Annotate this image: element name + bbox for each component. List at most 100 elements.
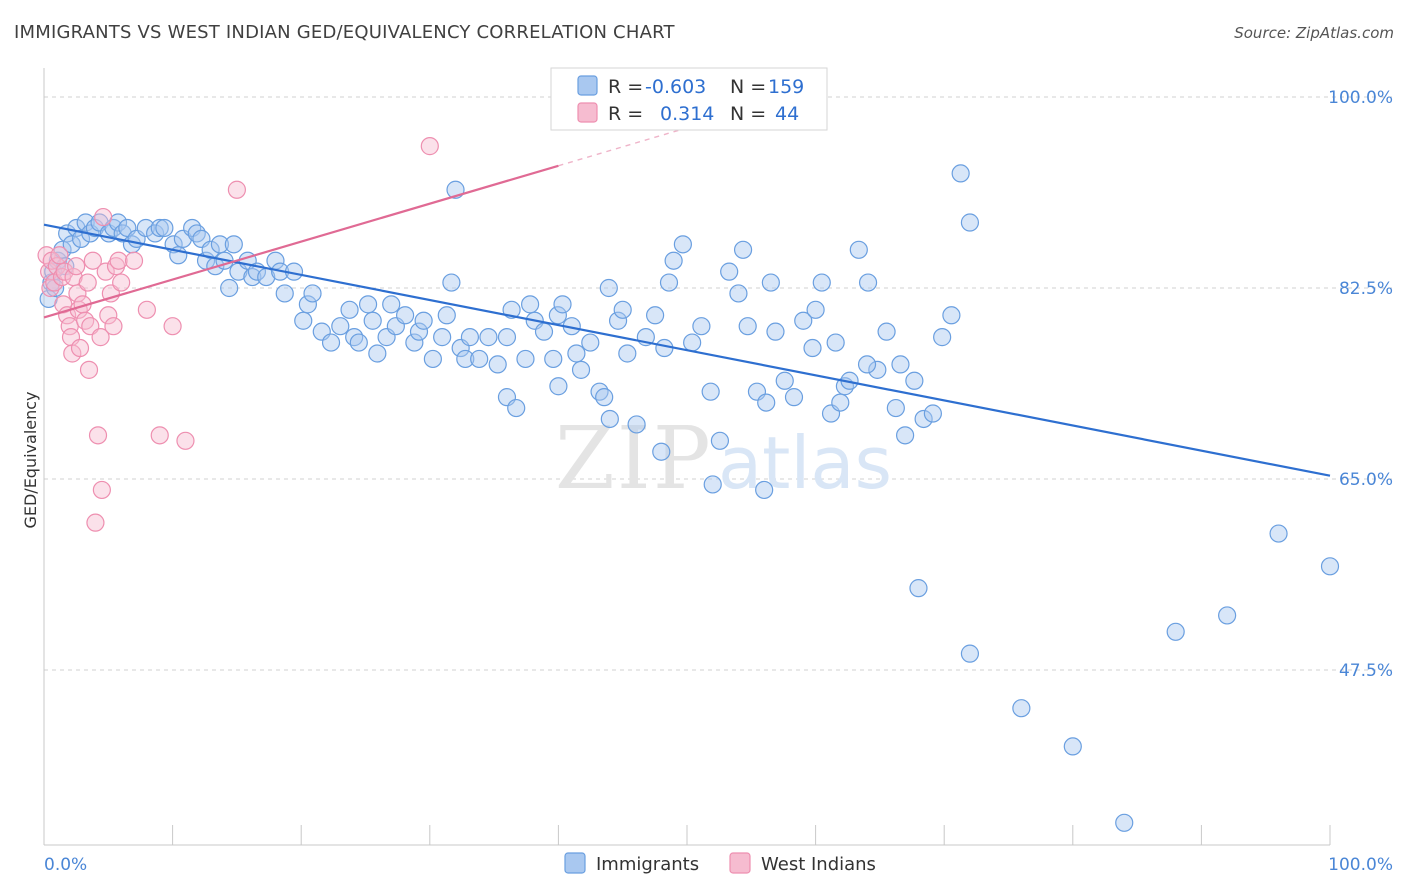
immigrants-point-129 <box>877 322 896 341</box>
immigrants-point-134 <box>914 409 933 429</box>
legend-bottom: Immigrants West Indians <box>564 852 876 875</box>
immigrants-points <box>39 164 1340 832</box>
immigrants-point-68 <box>433 328 452 347</box>
west-indians-point-24 <box>83 251 102 270</box>
west-indians-point-35 <box>109 251 128 270</box>
immigrants-point-70 <box>442 273 461 292</box>
west-indians-point-37 <box>124 251 144 270</box>
y-tick-label-2: 65.0% <box>1339 470 1393 490</box>
immigrants-point-126 <box>849 240 868 259</box>
bottom-legend-swatch-immigrants <box>564 852 586 874</box>
immigrants-point-118 <box>794 311 813 330</box>
immigrants-point-63 <box>396 306 415 325</box>
immigrants-point-79 <box>507 398 526 418</box>
immigrants-point-69 <box>437 306 456 325</box>
immigrants-point-107 <box>710 431 730 450</box>
legend-r-label-west-indians: R = <box>608 103 643 125</box>
immigrants-point-152 <box>1063 737 1082 756</box>
immigrants-point-37 <box>220 278 239 298</box>
immigrants-point-49 <box>298 295 317 314</box>
immigrants-point-48 <box>294 311 313 330</box>
watermark-zip: ZIP <box>555 409 713 509</box>
immigrants-point-130 <box>886 398 905 418</box>
grid-lines <box>44 96 1395 671</box>
immigrants-point-66 <box>414 311 433 330</box>
bottom-legend-swatch-west-indians <box>729 852 751 874</box>
immigrants-point-137 <box>942 306 961 325</box>
immigrants-point-74 <box>470 349 489 369</box>
x-tick-label-min: 0.0% <box>44 855 87 875</box>
immigrants-point-150 <box>960 644 980 663</box>
immigrants-point-59 <box>368 344 387 363</box>
immigrants-point-114 <box>761 273 780 292</box>
west-indians-point-43 <box>420 137 439 156</box>
immigrants-point-76 <box>488 355 507 374</box>
immigrants-point-108 <box>720 262 739 281</box>
immigrants-point-25 <box>155 218 174 238</box>
immigrants-point-54 <box>340 300 359 319</box>
legend-n-value-immigrants: 159 <box>768 76 804 98</box>
immigrants-point-143 <box>600 409 619 429</box>
trend-lines <box>43 127 1331 477</box>
immigrants-point-102 <box>664 251 683 270</box>
immigrants-point-56 <box>349 333 368 352</box>
immigrants-point-86 <box>553 295 572 314</box>
west-indians-point-39 <box>150 426 169 445</box>
immigrants-point-73 <box>460 328 480 347</box>
immigrants-point-97 <box>627 415 646 434</box>
immigrants-point-115 <box>766 322 785 341</box>
immigrants-point-38 <box>224 235 243 254</box>
legend-r-label-immigrants: R = <box>608 76 643 98</box>
immigrants-point-64 <box>405 333 424 352</box>
immigrants-point-72 <box>456 349 475 369</box>
immigrants-point-139 <box>960 213 980 232</box>
west-indians-point-38 <box>137 300 156 319</box>
immigrants-point-101 <box>659 273 679 292</box>
legend-swatch-west-indians <box>577 102 598 123</box>
immigrants-point-145 <box>703 475 722 494</box>
immigrants-point-11 <box>76 213 95 232</box>
immigrants-point-136 <box>933 328 952 347</box>
immigrants-point-24 <box>150 218 169 238</box>
legend-r-value-west-indians: 0.314 <box>660 103 714 125</box>
immigrants-point-8 <box>62 235 81 254</box>
immigrants-point-81 <box>521 295 540 314</box>
immigrants-point-85 <box>548 306 567 325</box>
immigrants-point-119 <box>803 338 822 358</box>
legend-r-value-immigrants: -0.603 <box>645 76 706 98</box>
immigrants-point-144 <box>652 442 671 461</box>
immigrants-point-53 <box>331 317 350 336</box>
x-axis-ticks <box>43 825 1331 845</box>
trendline-west-indians <box>43 164 559 319</box>
west-indians-point-21 <box>78 273 97 292</box>
immigrants-point-117 <box>784 388 804 407</box>
immigrants-point-128 <box>868 360 887 379</box>
immigrants-point-127 <box>858 273 878 292</box>
immigrants-point-146 <box>755 480 774 500</box>
y-tick-label-3: 47.5% <box>1339 661 1393 681</box>
immigrants-point-122 <box>826 333 845 352</box>
immigrants-point-155 <box>1218 606 1237 625</box>
immigrants-point-75 <box>479 328 498 347</box>
west-indians-point-26 <box>88 426 108 445</box>
y-tick-label-1: 82.5% <box>1339 279 1393 299</box>
immigrants-point-50 <box>303 284 322 303</box>
bottom-legend-label-immigrants: Immigrants <box>596 854 699 875</box>
immigrants-point-153 <box>1115 813 1134 832</box>
immigrants-point-105 <box>692 317 711 336</box>
chart-title: IMMIGRANTS VS WEST INDIAN GED/EQUIVALENC… <box>14 22 675 43</box>
immigrants-point-22 <box>136 218 155 238</box>
legend-top: R = -0.603 N = 159 R = 0.314 N = 44 <box>550 67 828 131</box>
immigrants-point-138 <box>951 164 970 183</box>
y-axis-label: GED/Equivalency <box>21 391 40 528</box>
west-indians-point-36 <box>112 273 131 292</box>
y-tick-labels: 100.0% 82.5% 65.0% 47.5% <box>1328 88 1393 681</box>
immigrants-point-116 <box>775 371 794 390</box>
immigrants-point-99 <box>646 306 665 325</box>
west-indians-point-33 <box>104 317 123 336</box>
immigrants-point-120 <box>812 273 831 292</box>
immigrants-point-141 <box>497 328 517 347</box>
immigrants-point-149 <box>909 579 928 598</box>
immigrants-point-123 <box>831 393 850 412</box>
